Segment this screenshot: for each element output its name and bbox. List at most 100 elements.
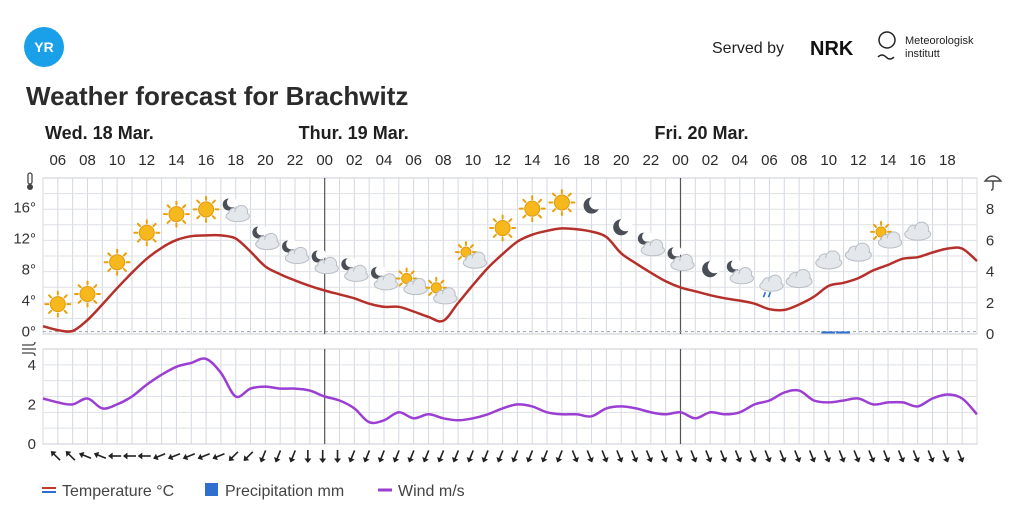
- cloud-fill: [905, 229, 930, 240]
- cloud-fill: [464, 258, 486, 268]
- sun-ray: [63, 309, 68, 314]
- arrow-head: [511, 457, 518, 463]
- weather-cloud-icon: [815, 250, 843, 270]
- wind-direction-arrow: [481, 450, 489, 463]
- weather-moon-cloud-icon: [726, 259, 754, 285]
- moon-shadow: [226, 197, 238, 208]
- wind-direction-arrow: [362, 450, 371, 463]
- hour-tick-label: 20: [613, 152, 630, 169]
- wind-direction-arrow: [555, 450, 563, 463]
- cloud-fill: [730, 273, 753, 283]
- weather-symbols: [44, 188, 932, 318]
- arrow-head: [422, 457, 429, 463]
- arrow-head: [108, 452, 113, 460]
- hour-tick-label: 12: [494, 152, 511, 169]
- weather-moon-cloud-icon: [282, 239, 310, 265]
- sun-ray: [63, 294, 68, 299]
- cloud-fill: [286, 253, 308, 263]
- wind-direction-arrow: [571, 450, 579, 463]
- wind-direction-arrow: [645, 450, 654, 463]
- hour-tick-label: 04: [376, 152, 393, 169]
- hour-tick-label: 16: [198, 152, 215, 169]
- hour-tick-label: 02: [702, 152, 719, 169]
- sun-ray: [166, 219, 171, 224]
- sun-disc: [79, 286, 96, 303]
- weather-sun-icon: [489, 214, 517, 242]
- wind-direction-arrow: [93, 451, 107, 459]
- sun-disc: [168, 206, 185, 223]
- temperature-tick-label: 0°: [22, 324, 36, 341]
- arrow-head: [705, 457, 713, 463]
- wind-direction-arrow: [749, 450, 757, 463]
- arrow-head: [750, 457, 757, 463]
- wind-direction-arrow: [197, 453, 210, 461]
- wind-tick-label: 2: [28, 396, 36, 413]
- met-institute-logo[interactable]: Meteorologisk institutt: [877, 31, 974, 60]
- arrow-head: [602, 457, 609, 463]
- arrow-head: [167, 453, 174, 461]
- cloud-fill: [846, 250, 871, 261]
- moon-shadow: [642, 231, 653, 242]
- hour-tick-label: 04: [731, 152, 748, 169]
- yr-logo[interactable]: YR: [24, 27, 64, 67]
- wind-direction-arrow: [660, 450, 668, 463]
- sun-ray: [884, 223, 890, 228]
- precipitation-bar: [836, 331, 850, 334]
- weather-cloud-icon: [904, 221, 932, 241]
- precipitation-tick-label: 2: [986, 295, 994, 312]
- weather-moon-cloud-icon: [252, 225, 280, 251]
- precipitation-tick-label: 8: [986, 201, 994, 218]
- sun-ray: [47, 309, 53, 314]
- arrow-head: [496, 457, 503, 463]
- sun-ray: [552, 192, 557, 197]
- hour-tick-label: 12: [850, 152, 867, 169]
- wind-direction-arrow: [288, 450, 297, 463]
- wind-direction-arrow: [601, 450, 609, 463]
- weather-cloud-rain-icon: [759, 274, 784, 298]
- sun-ray: [537, 198, 543, 203]
- arrow-head: [779, 457, 787, 463]
- wind-direction-arrow: [853, 450, 861, 463]
- day-labels: Wed. 18 Mar. Thur. 19 Mar. Fri. 20 Mar.: [45, 123, 749, 143]
- arrow-head: [898, 457, 906, 463]
- sun-ray: [410, 270, 415, 275]
- wind-line: [42, 357, 978, 425]
- yr-logo-circle: [24, 27, 64, 67]
- sun-ray: [872, 235, 878, 240]
- wind-tick-label: 0: [28, 436, 36, 453]
- sun-ray: [522, 198, 527, 203]
- wind-direction-arrow: [511, 450, 519, 463]
- cloud-fill: [787, 276, 812, 287]
- weather-cloud-icon: [785, 269, 813, 289]
- wind-direction-arrow: [823, 450, 831, 463]
- sun-ray: [398, 282, 403, 287]
- sun-ray: [567, 192, 572, 197]
- sun-disc: [401, 272, 413, 284]
- arrow-head: [555, 457, 563, 463]
- wind-direction-arrow: [122, 452, 136, 460]
- weather-sun-icon: [133, 219, 161, 247]
- sun-disc: [198, 201, 215, 218]
- weather-sun-icon: [518, 195, 546, 223]
- arrow-head: [824, 457, 831, 463]
- wind-direction-arrow: [182, 453, 196, 461]
- legend-label: Temperature °C: [62, 483, 174, 500]
- weather-sun-cloud-icon: [425, 276, 458, 305]
- hour-tick-label: 02: [346, 152, 363, 169]
- hour-tick-label: 18: [583, 152, 600, 169]
- arrow-head: [631, 457, 639, 463]
- sun-ray: [522, 214, 527, 219]
- arrow-head: [661, 457, 668, 463]
- arrow-head: [883, 457, 891, 463]
- arrow-head: [809, 457, 817, 463]
- sun-disc: [460, 246, 472, 258]
- page-title: Weather forecast for Brachwitz: [26, 81, 408, 111]
- hour-tick-label: 06: [405, 152, 422, 169]
- wind-direction-arrow: [334, 450, 342, 463]
- sun-ray: [196, 199, 201, 204]
- cloud-fill: [434, 294, 457, 304]
- moon-shadow: [618, 217, 633, 232]
- nrk-logo[interactable]: NRK: [810, 38, 854, 60]
- temperature-tick-label: 12°: [13, 231, 36, 248]
- hour-tick-label: 16: [909, 152, 926, 169]
